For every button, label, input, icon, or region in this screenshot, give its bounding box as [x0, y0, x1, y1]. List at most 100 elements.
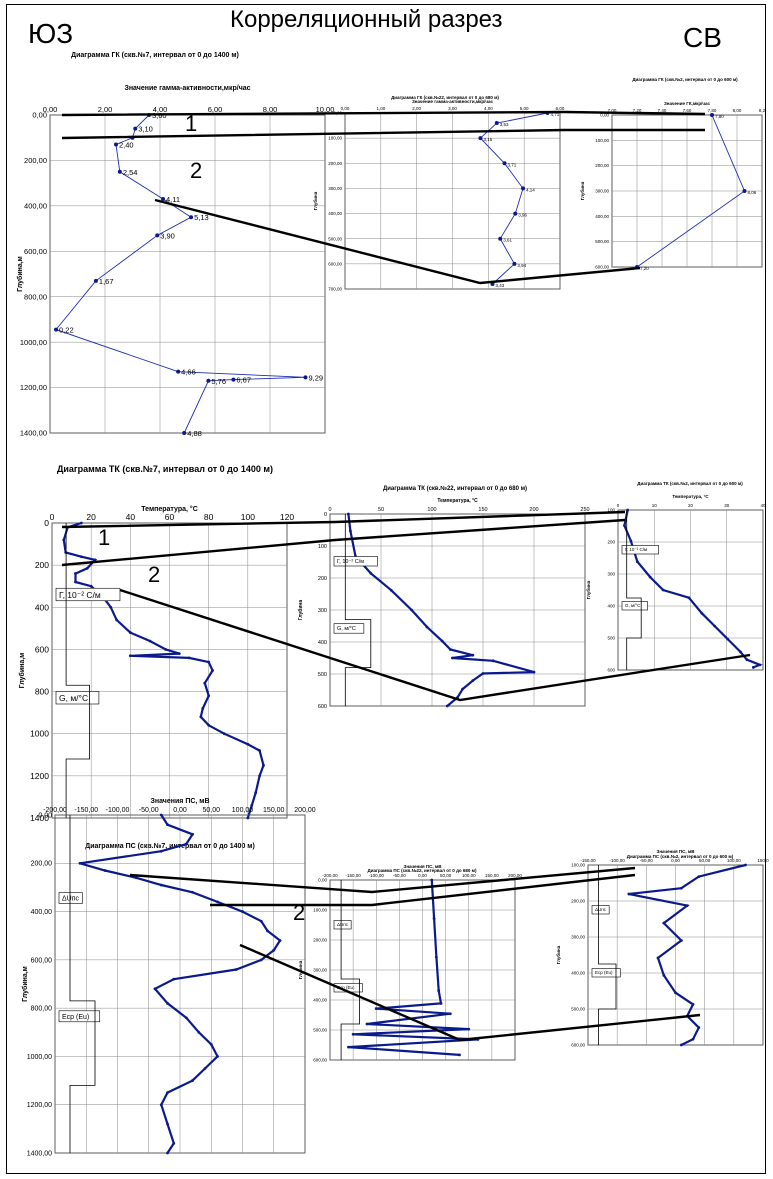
- data-label: 3,43: [495, 283, 504, 288]
- x-tick-label: 0,00: [43, 105, 58, 114]
- annotation-label: ΔUпс: [337, 922, 349, 927]
- annotation-label: Ecp (Eu): [62, 1014, 89, 1021]
- data-point: [191, 1079, 194, 1082]
- x-tick-label: 4,00: [153, 105, 168, 114]
- x-tick-label: 50,00: [202, 807, 220, 814]
- chart-tk22: Диаграмма ТК (скв.№22, интервал от 0 до …: [297, 485, 590, 710]
- plot-area: [49, 114, 326, 434]
- data-point: [272, 948, 276, 952]
- y-tick-label: 0,00: [600, 113, 609, 118]
- annotation-label: Г, 10⁻² С/м: [59, 590, 101, 600]
- data-point: [128, 654, 132, 658]
- data-point: [481, 672, 485, 675]
- data-point: [207, 694, 211, 698]
- y-tick-label: 200,00: [31, 861, 53, 868]
- data-point: [209, 1042, 213, 1046]
- y-axis-label: Глубина: [579, 181, 585, 200]
- correlation-line: [61, 128, 705, 140]
- x-tick-label: 100,00: [727, 858, 741, 863]
- y-tick-label: 200: [607, 540, 615, 545]
- x-axis-label: Значения ПС, мВ: [657, 849, 696, 854]
- data-point: [246, 816, 250, 820]
- chart-gk22: Диаграмма ГК (скв.№22, интервал от 0 до …: [312, 95, 565, 292]
- data-point: [78, 861, 82, 865]
- annotation-label: Ecp (Eu): [337, 985, 355, 990]
- x-tick-label: 8,00: [733, 108, 742, 113]
- x-tick-label: -150,00: [74, 807, 98, 814]
- correlation-line: [239, 943, 701, 1042]
- zone-label-2: 2: [190, 158, 202, 183]
- data-point: [726, 637, 729, 641]
- data-point: [191, 890, 194, 894]
- y-tick-label: 200: [318, 576, 327, 582]
- y-tick-label: 300,00: [328, 186, 342, 191]
- data-point: [159, 883, 163, 887]
- data-point: [662, 921, 666, 925]
- data-point: [425, 625, 429, 629]
- y-tick-label: 500,00: [313, 1028, 327, 1033]
- data-point: [54, 327, 59, 332]
- data-label: 3,94: [517, 263, 526, 268]
- series-line: [347, 513, 535, 707]
- annotation-label: G, м/°С: [625, 603, 641, 608]
- data-point: [159, 849, 163, 853]
- chart-tk7: Диаграмма ТК (скв.№7, интервал от 0 до 1…: [18, 464, 294, 823]
- data-point: [471, 653, 475, 657]
- data-point: [685, 904, 689, 908]
- zone-label-2: 2: [293, 900, 305, 925]
- y-tick-label: 0: [324, 512, 327, 518]
- data-point: [85, 566, 89, 570]
- annotation-label: G, м/°С: [337, 626, 356, 632]
- x-tick-label: -150,00: [580, 858, 596, 863]
- data-point: [697, 1026, 701, 1029]
- x-tick-label: 120: [280, 512, 294, 522]
- data-point: [439, 1002, 443, 1005]
- data-point: [134, 876, 138, 880]
- annotation-box: [55, 691, 100, 705]
- data-point: [662, 973, 666, 977]
- data-point: [461, 687, 464, 691]
- data-label: 7,80: [715, 114, 724, 119]
- y-tick-label: 400,00: [328, 211, 342, 216]
- x-tick-label: 4,00: [484, 106, 493, 111]
- chart-gk7: Диаграмма ГК (скв.№7, интервал от 0 до 1…: [16, 51, 334, 438]
- y-tick-label: 200,00: [24, 156, 47, 165]
- annotation-box: [591, 968, 621, 978]
- data-point: [166, 1151, 169, 1155]
- data-point: [109, 605, 113, 609]
- data-point: [184, 1016, 188, 1020]
- data-point: [374, 1007, 378, 1010]
- data-point: [148, 639, 152, 643]
- x-tick-label: 2,00: [412, 106, 421, 111]
- y-tick-label: 200: [35, 560, 49, 570]
- data-point: [62, 538, 66, 542]
- data-point: [166, 1001, 169, 1005]
- y-tick-label: 600: [35, 644, 49, 654]
- data-point: [434, 955, 438, 959]
- y-tick-label: 600,00: [328, 261, 342, 266]
- y-tick-label: 500,00: [595, 239, 609, 244]
- data-point: [349, 529, 352, 533]
- x-tick-label: 150,0: [757, 858, 769, 863]
- y-tick-label: 1000: [30, 729, 49, 739]
- gradient-step-line: [344, 514, 372, 706]
- x-tick-label: 50,00: [440, 873, 452, 878]
- x-tick-label: -50,00: [139, 807, 159, 814]
- x-tick-label: 8,2: [759, 108, 766, 113]
- y-tick-label: 200,00: [313, 938, 327, 943]
- data-point: [700, 611, 704, 615]
- data-label: 2,40: [119, 141, 134, 150]
- data-label: 4,88: [187, 429, 202, 438]
- data-point: [159, 1103, 163, 1107]
- y-tick-label: 300,00: [571, 935, 585, 940]
- data-point: [679, 1043, 683, 1047]
- chart-title: Диаграмма ТК (скв.№2, интервал от 0 до 6…: [637, 481, 743, 486]
- data-point: [164, 648, 167, 651]
- data-point: [471, 679, 475, 682]
- data-point: [430, 878, 434, 882]
- data-point: [710, 113, 714, 117]
- y-tick-label: 600: [318, 704, 327, 710]
- x-tick-label: 10,00: [316, 105, 335, 114]
- data-label: 3,90: [160, 231, 175, 240]
- y-tick-label: 800,00: [24, 292, 47, 301]
